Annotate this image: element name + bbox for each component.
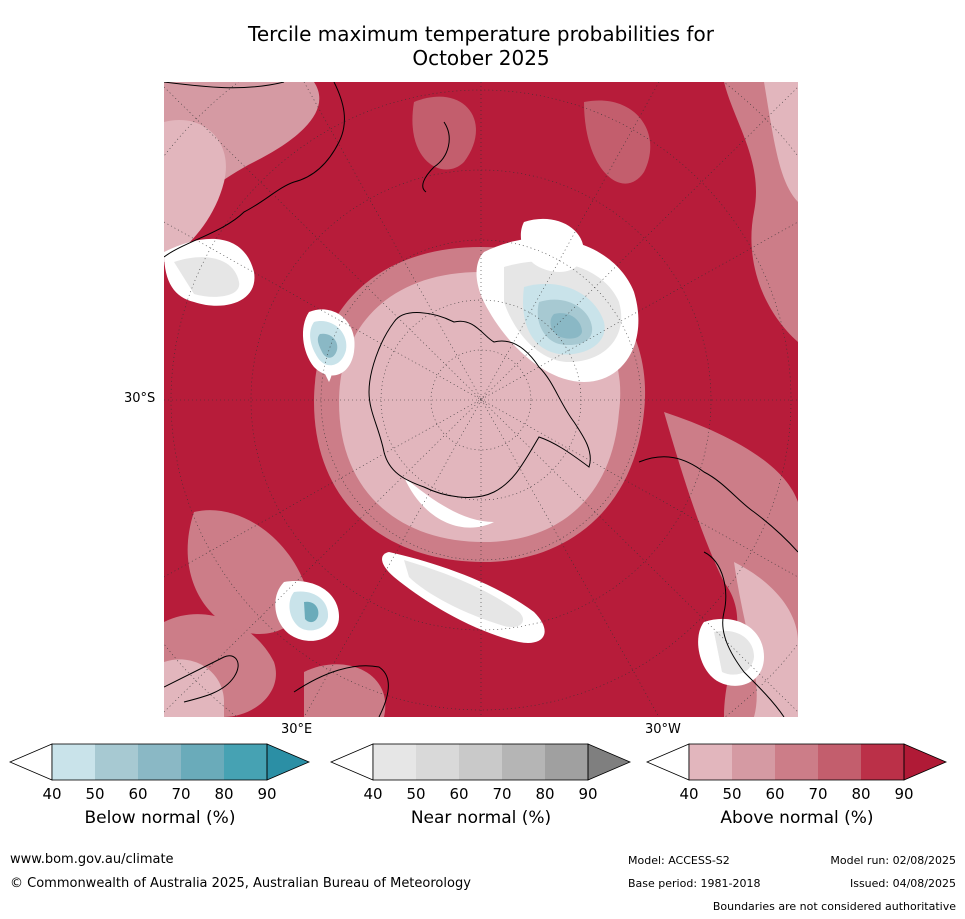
longitude-label-east: 30°E — [281, 722, 313, 737]
colorbar-tick-label: 80 — [214, 785, 233, 803]
colorbar-tick-label: 60 — [128, 785, 147, 803]
graticule — [164, 82, 798, 717]
title-line-2: October 2025 — [412, 46, 550, 70]
colorbar-tick-label: 80 — [535, 785, 554, 803]
colorbar-tick-label: 70 — [808, 785, 827, 803]
map-title: Tercile maximum temperature probabilitie… — [164, 22, 798, 70]
colorbar-high-extend — [266, 743, 311, 781]
colorbar-high-extend — [903, 743, 948, 781]
colorbar-below-normal-graphic: 40 50 60 70 80 90 — [8, 743, 311, 803]
colorbar-below-normal: 40 50 60 70 80 90 — [8, 743, 311, 810]
colorbar-tick-label: 40 — [679, 785, 698, 803]
colorbar-tick-label: 40 — [42, 785, 61, 803]
colorbar-above-normal-graphic: 40 50 60 70 80 90 — [645, 743, 948, 803]
colorbar-low-extend — [329, 743, 374, 781]
latitude-label: 30°S — [124, 391, 156, 406]
title-line-1: Tercile maximum temperature probabilitie… — [248, 22, 714, 46]
website-link[interactable]: www.bom.gov.au/climate — [10, 852, 174, 867]
colorbar-border — [688, 743, 905, 781]
probability-map — [164, 82, 798, 717]
colorbar-segment — [689, 744, 732, 780]
base-period: Base period: 1981-2018 — [628, 877, 761, 890]
coastlines — [164, 82, 798, 717]
boundaries-disclaimer: Boundaries are not considered authoritat… — [712, 900, 956, 913]
colorbar-low-extend — [645, 743, 690, 781]
colorbar-segment — [732, 744, 775, 780]
colorbar-tick-label: 90 — [894, 785, 913, 803]
colorbar-segment — [52, 744, 95, 780]
near-normal-patches — [164, 218, 764, 686]
colorbar-low-extend — [8, 743, 53, 781]
colorbar-tick-label: 60 — [765, 785, 784, 803]
colorbar-tick-label: 90 — [257, 785, 276, 803]
map-graphic — [164, 82, 798, 717]
colorbar-border — [51, 743, 268, 781]
colorbar-tick-label: 60 — [449, 785, 468, 803]
colorbar-tick-label: 70 — [171, 785, 190, 803]
colorbar-segment — [224, 744, 267, 780]
colorbar-segment — [502, 744, 545, 780]
colorbar-near-normal: 40 50 60 70 80 90 — [329, 743, 632, 810]
colorbar-segment — [181, 744, 224, 780]
colorbar-above-normal: 40 50 60 70 80 90 — [645, 743, 948, 810]
colorbar-segment — [138, 744, 181, 780]
above-normal-light-patches — [164, 82, 798, 717]
colorbar-segment — [373, 744, 416, 780]
colorbar-tick-label: 50 — [85, 785, 104, 803]
colorbar-segment — [416, 744, 459, 780]
colorbar-segment — [818, 744, 861, 780]
colorbar-tick-label: 50 — [406, 785, 425, 803]
colorbar-segment — [459, 744, 502, 780]
colorbar-tick-label: 90 — [578, 785, 597, 803]
issued-date: Issued: 04/08/2025 — [849, 877, 956, 890]
model-name: Model: ACCESS-S2 — [628, 854, 730, 867]
model-run-date: Model run: 02/08/2025 — [830, 854, 956, 867]
colorbar-segment — [95, 744, 138, 780]
copyright-text: © Commonwealth of Australia 2025, Austra… — [10, 876, 471, 891]
colorbar-segment — [861, 744, 904, 780]
colorbar-above-normal-title: Above normal (%) — [720, 808, 874, 828]
colorbar-border — [372, 743, 589, 781]
below-normal-region — [302, 237, 639, 382]
colorbar-near-normal-title: Near normal (%) — [410, 808, 552, 828]
longitude-label-west: 30°W — [645, 722, 681, 737]
colorbar-below-normal-title: Below normal (%) — [84, 808, 236, 828]
colorbar-segment — [775, 744, 818, 780]
colorbar-tick-label: 80 — [851, 785, 870, 803]
colorbar-tick-label: 50 — [722, 785, 741, 803]
colorbar-high-extend — [587, 743, 632, 781]
colorbar-tick-label: 40 — [363, 785, 382, 803]
colorbar-segment — [545, 744, 588, 780]
colorbar-near-normal-graphic: 40 50 60 70 80 90 — [329, 743, 632, 803]
colorbar-tick-label: 70 — [492, 785, 511, 803]
